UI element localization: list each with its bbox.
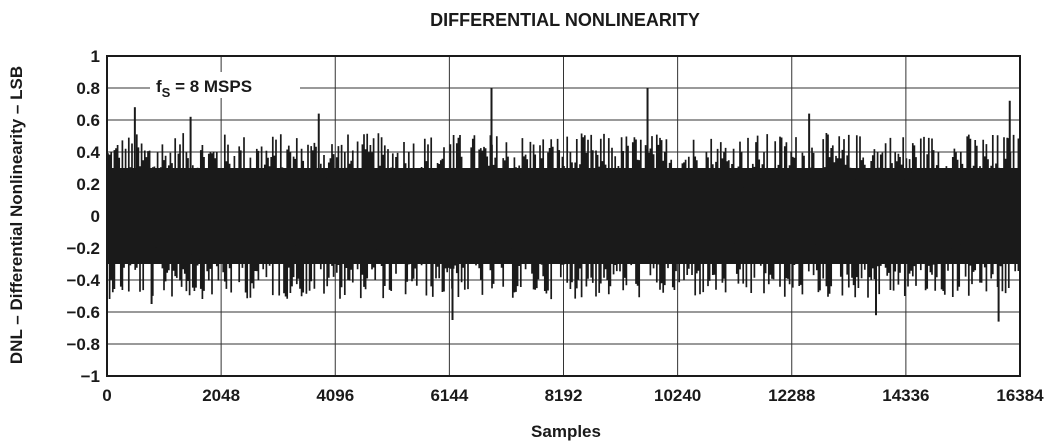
y-tick-label: −0.8	[66, 335, 100, 354]
y-tick-label: −0.4	[66, 271, 100, 290]
x-tick-label: 8192	[545, 386, 583, 405]
x-tick-label: 16384	[996, 386, 1044, 405]
y-tick-label: 0	[91, 207, 100, 226]
dnl-series	[107, 88, 1020, 322]
annotation: fS = 8 MSPS	[150, 72, 300, 100]
y-tick-label: 0.4	[76, 143, 100, 162]
x-tick-label: 4096	[316, 386, 354, 405]
chart-title: DIFFERENTIAL NONLINEARITY	[430, 10, 700, 30]
y-tick-label: −0.6	[66, 303, 100, 322]
plot-frame	[106, 55, 1021, 377]
x-tick-label: 2048	[202, 386, 240, 405]
annotation-text: fS = 8 MSPS	[156, 77, 252, 100]
x-tick-label: 0	[102, 386, 111, 405]
x-tick-label: 12288	[768, 386, 815, 405]
x-tick-label: 6144	[430, 386, 468, 405]
y-tick-label: 1	[91, 47, 100, 66]
x-axis-label: Samples	[531, 422, 601, 441]
y-tick-label: −1	[81, 367, 100, 386]
y-tick-label: 0.2	[76, 175, 100, 194]
x-tick-label: 10240	[654, 386, 701, 405]
y-tick-label: −0.2	[66, 239, 100, 258]
annotation-background	[150, 72, 300, 98]
y-tick-label: 0.6	[76, 111, 100, 130]
y-axis-label: DNL – Differential Nonlinearity – LSB	[7, 66, 26, 364]
y-tick-label: 0.8	[76, 79, 100, 98]
y-tick-labels: 1 0.8 0.6 0.4 0.2 0 −0.2 −0.4 −0.6 −0.8 −1	[66, 47, 100, 386]
x-tick-labels: 0 2048 4096 6144 8192 10240 12288 14336 16384	[102, 386, 1044, 405]
x-tick-label: 14336	[882, 386, 929, 405]
